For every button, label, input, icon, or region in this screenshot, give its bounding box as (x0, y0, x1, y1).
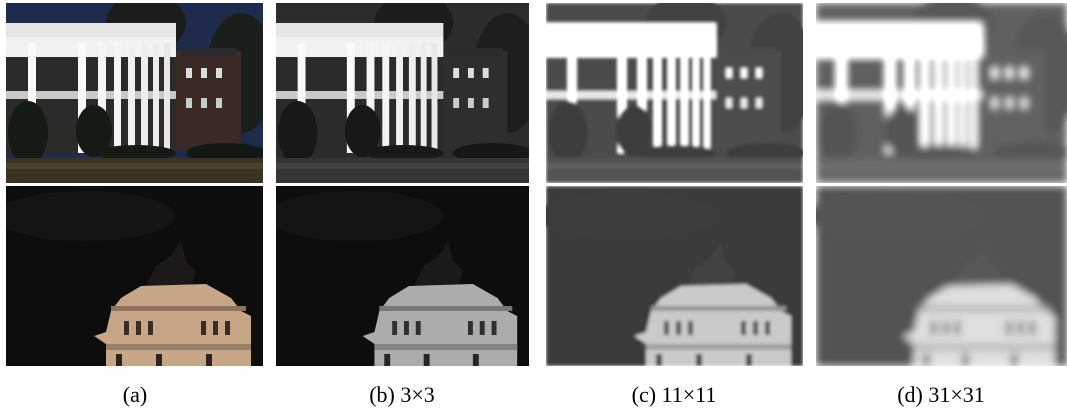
image-b-top (276, 0, 542, 183)
image-a-bottom (0, 186, 263, 366)
image-d-top (816, 0, 1067, 183)
image-b-bottom (266, 186, 529, 366)
image-a-top (6, 0, 276, 183)
caption: (d) 31×31 (897, 382, 985, 407)
caption: (c) 11×11 (632, 382, 717, 407)
image-d-bottom (806, 186, 1067, 366)
figure: (a) (b) 3×3 (c) 11×11 (d) 31×31 (0, 0, 1067, 413)
image-c-bottom (536, 186, 803, 366)
caption: (a) (123, 382, 147, 407)
image-c-top (546, 0, 816, 183)
page: (a) (b) 3×3 (c) 11×11 (d) 31×31 (() => {… (0, 0, 1067, 413)
caption: (b) 3×3 (369, 382, 435, 407)
